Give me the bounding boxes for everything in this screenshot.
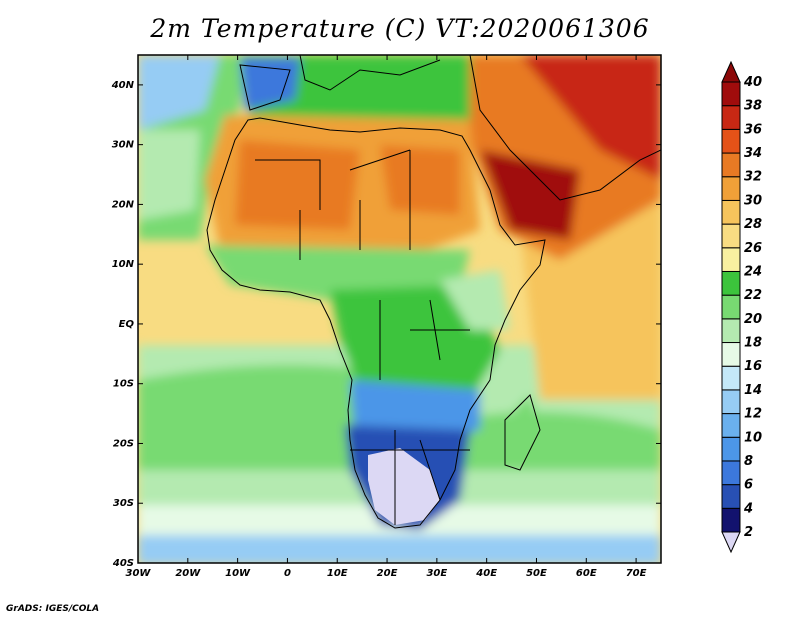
lon-tick-label: 40E (475, 568, 497, 579)
colorbar-label: 28 (744, 217, 762, 232)
lon-tick-label: 20E (377, 568, 398, 579)
colorbar-max-triangle (721, 60, 741, 83)
colorbar-segment (721, 460, 741, 486)
lon-tick-label: 20W (175, 568, 201, 579)
colorbar-label: 16 (744, 359, 762, 374)
lon-tick-label: 70E (626, 568, 647, 579)
colorbar-segment (721, 199, 741, 225)
colorbar-label: 34 (744, 146, 762, 161)
colorbar-segment (721, 223, 741, 249)
colorbar-label: 22 (744, 288, 762, 303)
temperature-field (138, 55, 661, 563)
axis-ticks (137, 55, 661, 564)
lon-tick-label: 10W (225, 568, 251, 579)
colorbar-label: 4 (743, 501, 753, 516)
colorbar-segment (721, 152, 741, 178)
colorbar-label: 10 (744, 430, 762, 445)
colorbar-label: 6 (744, 478, 753, 493)
lat-tick-label: 20S (113, 438, 134, 449)
map-title: 2m Temperature (C) VT:2020061306 (150, 14, 650, 43)
lon-tick-label: 30W (126, 568, 152, 579)
colorbar-segment (721, 176, 741, 201)
colorbar-min-triangle (721, 531, 741, 554)
colorbar-segment (721, 294, 741, 320)
latitude-labels: 40N 30N 20N 10N EQ 10S 20S 30S 40S (111, 80, 135, 569)
lon-tick-label: 60E (576, 568, 597, 579)
colorbar-label: 26 (744, 241, 762, 256)
lat-tick-label: 40S (112, 558, 134, 569)
lon-tick-label: 0 (284, 568, 291, 579)
colorbar-segment (721, 507, 741, 533)
colorbar-segment (721, 105, 741, 130)
colorbar-segment (721, 342, 741, 367)
colorbar-label: 12 (744, 407, 762, 422)
colorbar-label: 30 (744, 193, 762, 208)
lat-tick-label: 30S (113, 498, 134, 509)
lon-tick-label: 50E (526, 568, 547, 579)
colorbar-label: 18 (744, 336, 762, 351)
lon-tick-label: 30E (426, 568, 447, 579)
colorbar-segment (721, 413, 741, 438)
colorbar-segment (721, 81, 741, 107)
colorbar-label: 20 (744, 312, 762, 327)
colorbar-label: 40 (743, 75, 762, 90)
colorbar-segment (721, 270, 741, 296)
lat-tick-label: 30N (112, 140, 135, 151)
lat-tick-label: EQ (119, 319, 135, 330)
colorbar-segment (721, 484, 741, 509)
colorbar-segment (721, 128, 741, 154)
colorbar-label: 32 (744, 170, 762, 185)
colorbar-segment (721, 247, 741, 272)
colorbar-segment (721, 389, 741, 415)
colorbar-label: 2 (744, 525, 753, 540)
colorbar-label: 36 (744, 122, 762, 137)
colorbar-label: 8 (744, 454, 753, 469)
plot-frame (137, 54, 662, 564)
longitude-labels: 30W 20W 10W 0 10E 20E 30E 40E 50E 60E 70E (126, 568, 647, 579)
lat-tick-label: 40N (111, 80, 135, 91)
lat-tick-label: 10N (112, 259, 135, 270)
colorbar-label: 14 (744, 383, 762, 398)
colorbar-label: 38 (744, 99, 762, 114)
credit-text: GrADS: IGES/COLA (6, 604, 100, 614)
colorbar-segment (721, 436, 741, 462)
colorbar-label: 24 (744, 264, 762, 279)
lon-tick-label: 10E (327, 568, 348, 579)
lat-tick-label: 20N (112, 199, 135, 210)
colorbar-segment (721, 365, 741, 391)
lat-tick-label: 10S (113, 379, 134, 390)
colorbar-segment (721, 318, 741, 344)
